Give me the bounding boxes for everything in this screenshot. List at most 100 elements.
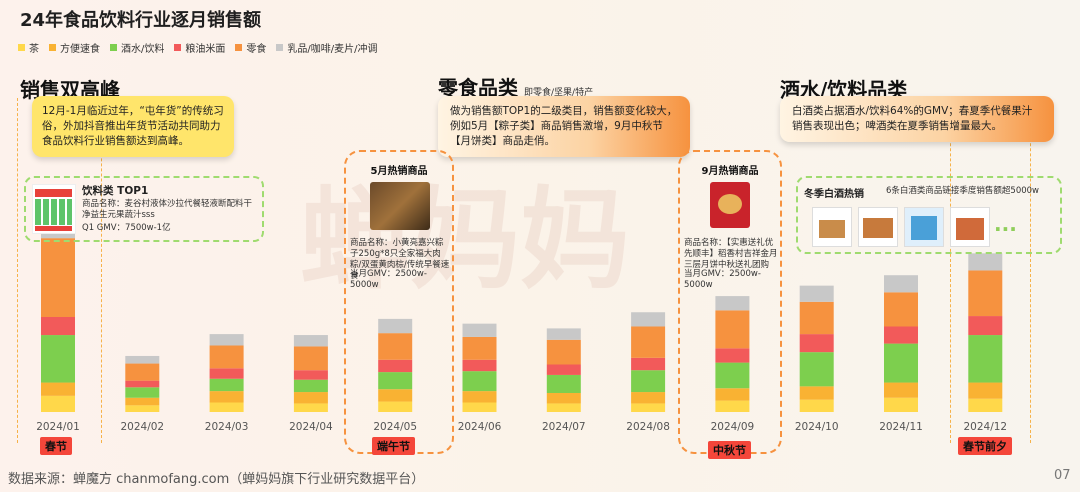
bar-segment [378,372,413,390]
x-tick-label: 2024/05 [373,421,417,433]
bar-segment [884,382,918,398]
bar-segment [546,393,581,404]
bar-segment [546,328,581,340]
zongzi-product-image [370,182,430,230]
sales-peak-callout: 12月-1月临近过年，“屯年货”的传统习俗，外加抖音推出年货节活动共同助力食品饮… [32,96,234,157]
bar-segment [884,292,918,327]
bar-segment [209,378,244,392]
bar-segment [125,405,160,412]
x-tick-label: 2024/09 [711,421,755,433]
legend-label: 茶 [29,44,39,55]
beverages-callout: 白酒类占据酒水/饮料64%的GMV；春夏季代餐果汁销售表现出色；啤酒类在夏季销售… [780,96,1054,142]
jan-highlight-line-right [101,98,102,443]
legend-item: 方便速食 [49,40,100,55]
bar-segment [209,368,244,379]
legend-swatch [18,44,25,51]
bar-segment [799,352,834,387]
bar-segment [968,335,1003,383]
page-number: 07 [1054,468,1071,483]
baijiu-thumb-2 [858,207,898,247]
bar-segment [293,335,328,347]
x-tick-label: 2024/10 [795,421,839,433]
bar-segment [968,270,1003,317]
bar-segment [799,386,834,400]
bar-segment [546,374,581,393]
bar-segment [378,333,413,360]
bar-segment [799,399,834,412]
bar-segment [546,339,581,365]
bar-segment [125,355,160,364]
snacks-subtitle: 即零食/坚果/特产 [524,88,594,98]
legend-swatch [174,44,182,51]
bar-segment [631,370,666,393]
bar-segment [462,402,497,412]
bar-segment [41,382,75,396]
bar-segment [884,397,918,412]
legend-label: 方便速食 [60,44,100,55]
bar-segment [631,357,666,371]
legend-item: 酒水/饮料 [110,40,164,55]
bar-segment [209,334,244,346]
legend-item: 零食 [235,40,266,55]
x-tick-label: 2024/03 [205,421,249,433]
bar-segment [799,285,834,302]
bar-segment [968,316,1003,336]
bar-segment [41,335,75,383]
bar-segment [968,253,1003,271]
bar-segment [125,380,160,388]
bar-segment [631,403,666,412]
x-tick-label: 2024/01 [36,421,80,433]
bar-segment [715,296,750,311]
baijiu-card-title: 冬季白酒热销 [804,189,864,200]
bar-segment [715,400,750,412]
bar-segment [378,389,413,402]
bar-segment [631,392,666,404]
bar-segment [378,318,413,334]
legend-item: 乳品/咖啡/麦片/冲调 [276,40,377,55]
x-tick-label: 2024/12 [963,421,1007,433]
tag-mid-autumn: 中秋节 [708,441,751,459]
legend-item: 茶 [18,40,39,55]
bar-segment [884,275,918,293]
drink-card-gmv: Q1 GMV：7500w-1亿 [82,223,171,233]
bar-segment [462,359,497,372]
bar-segment [125,397,160,406]
x-tick-label: 2024/02 [120,421,164,433]
bar-segment [41,238,75,317]
x-tick-label: 2024/07 [542,421,586,433]
sep-card-gmv: 当月GMV：2500w-5000w [684,269,761,290]
baijiu-thumb-4 [950,207,990,247]
bar-segment [125,387,160,398]
x-tick-label: 2024/08 [626,421,670,433]
dec-highlight-line-left [950,98,951,443]
data-source: 数据来源：蝉魔方 chanmofang.com（蝉妈妈旗下行业研究数据平台） [8,472,425,487]
bar-segment [293,392,328,404]
bar-segment [631,312,666,327]
bar-segment [209,391,244,403]
drink-product-image [32,184,76,234]
may-card-product-name: 商品名称：小黄亮嘉兴粽子250g*8只全家福大肉粽/双蛋黄肉棕/传统早餐速食 [350,238,450,281]
baijiu-thumb-1 [812,207,852,247]
tag-pre-spring-festival: 春节前夕 [958,437,1012,455]
mooncake-product-image [710,182,750,228]
dec-highlight-line-right [1030,98,1031,443]
jan-highlight-line-left [17,98,18,443]
bar-segment [884,326,918,344]
drink-card-title: 饮料类 TOP1 [82,185,149,197]
bar-segment [209,345,244,369]
legend-swatch [235,44,243,51]
snacks-callout: 做为销售额TOP1的二级类目，销售额变化较大，例如5月【粽子类】商品销售激增，9… [438,96,690,157]
bar-segment [546,403,581,412]
bar-segment [715,348,750,363]
may-card-gmv: 当月GMV：2500w-5000w [350,269,427,290]
bar-segment [462,323,497,337]
bar-segment [293,370,328,380]
bar-segment [715,388,750,401]
drink-card-product-name: 商品名称：麦谷村液体沙拉代餐轻液断配料干净益生元果蔬汁sss [82,199,253,220]
legend-label: 零食 [246,44,267,55]
baijiu-thumb-3 [904,207,944,247]
winter-baijiu-card: 冬季白酒热销 6条白酒类商品链接季度销售额超5000w ... [796,176,1062,254]
tag-spring-festival: 春节 [40,437,72,455]
legend: 茶 方便速食 酒水/饮料 粮油米面 零食 乳品/咖啡/麦片/冲调 [18,40,377,55]
